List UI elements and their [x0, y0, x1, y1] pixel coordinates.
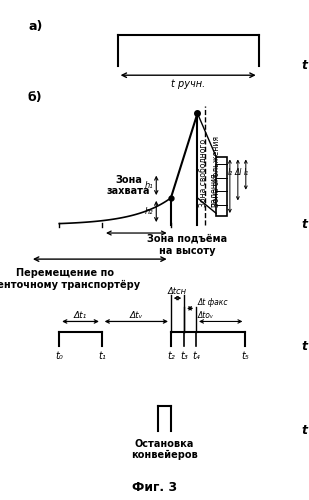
Text: Зона скольжения: Зона скольжения [212, 136, 221, 207]
Text: t: t [301, 218, 307, 232]
Text: Фиг. 3: Фиг. 3 [132, 481, 177, 494]
Text: Δt₁: Δt₁ [74, 310, 87, 320]
Text: а): а) [29, 20, 43, 33]
Text: t: t [301, 340, 307, 353]
Text: Δtоᵥ: Δtоᵥ [197, 310, 214, 320]
Text: Остановка
конвейеров: Остановка конвейеров [131, 438, 198, 460]
Text: Δtсн: Δtсн [168, 287, 187, 296]
Text: t₀: t₀ [55, 350, 63, 360]
Text: t: t [301, 60, 307, 72]
Text: Зона подъёма
на высоту: Зона подъёма на высоту [147, 234, 227, 256]
Text: h₂: h₂ [144, 207, 153, 216]
Text: t₂: t₂ [167, 350, 175, 360]
Text: l₁: l₁ [243, 168, 248, 177]
Text: l₂: l₂ [227, 168, 232, 177]
Text: h₁: h₁ [144, 181, 153, 190]
Bar [216, 156, 227, 216]
Text: t₄: t₄ [192, 350, 200, 360]
Text: Перемещение по
ленточному транспортёру: Перемещение по ленточному транспортёру [0, 268, 140, 290]
Text: t: t [301, 424, 307, 437]
Text: Зона
захвата: Зона захвата [107, 174, 150, 196]
Text: t₅: t₅ [241, 350, 249, 360]
Text: t ручн.: t ручн. [171, 78, 205, 89]
Text: Зона свободного
падения: Зона свободного падения [199, 139, 218, 207]
Text: t₁: t₁ [98, 350, 106, 360]
Text: Δt факс: Δt факс [197, 298, 228, 306]
Text: Δtᵥ: Δtᵥ [130, 310, 143, 320]
Text: б): б) [28, 90, 42, 104]
Text: Δl: Δl [234, 168, 242, 177]
Text: t₃: t₃ [180, 350, 188, 360]
